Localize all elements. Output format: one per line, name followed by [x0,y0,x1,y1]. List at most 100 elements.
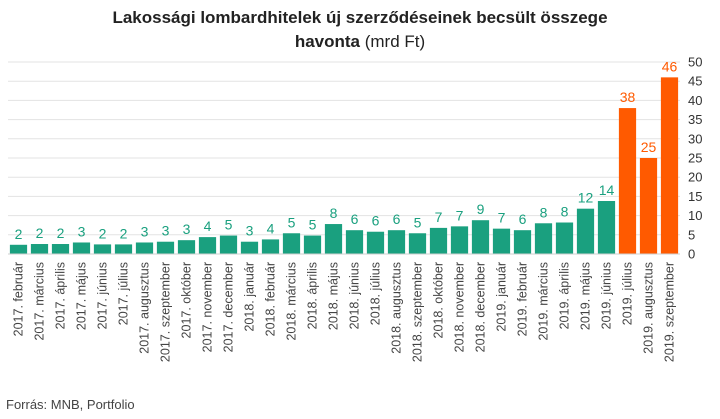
x-tick-label: 2017. december [222,262,236,352]
bar [219,235,238,254]
x-tick-label: 2019. augusztus [642,262,656,354]
x-tick-label: 2017. augusztus [138,262,152,354]
data-label: 9 [477,201,485,217]
bar [345,230,364,254]
data-label: 5 [414,214,422,230]
data-label: 5 [309,217,317,233]
data-label: 8 [561,204,569,220]
bar [156,241,175,254]
x-tick-label: 2018. április [306,262,320,329]
bar [198,237,217,254]
x-tick-label: 2017. június [96,262,110,329]
x-tick-label: 2018. június [348,262,362,329]
y-tick-label: 45 [688,74,702,89]
x-tick-label: 2018. december [474,262,488,352]
x-tick-label: 2017. február [12,262,26,336]
data-label: 38 [620,89,636,105]
bar [261,239,280,254]
y-tick-label: 25 [688,151,702,166]
data-label: 3 [246,223,254,239]
bar [51,244,70,254]
data-label: 3 [162,223,170,239]
bar [639,158,658,254]
x-tick-label: 2017. július [117,262,131,325]
bar [324,224,343,254]
x-tick-label: 2017. szeptember [159,262,173,362]
y-tick-label: 50 [688,55,702,70]
data-label: 7 [456,207,464,223]
data-label: 2 [57,225,65,241]
bar [30,244,49,254]
bar [93,244,112,254]
data-label: 25 [641,139,657,155]
data-label: 7 [498,210,506,226]
bar [471,220,490,254]
bar [597,201,616,254]
data-label: 2 [15,226,23,242]
x-tick-label: 2017. április [54,262,68,329]
x-tick-label: 2018. november [453,262,467,352]
data-label: 6 [519,211,527,227]
x-tick-label: 2017. október [180,262,194,338]
data-label: 6 [393,211,401,227]
x-tick-label: 2018. március [285,262,299,341]
y-tick-label: 40 [688,93,702,108]
x-tick-label: 2019. május [579,262,593,330]
data-label: 3 [183,221,191,237]
x-tick-label: 2018. augusztus [390,262,404,354]
bar [660,77,679,254]
bar [618,108,637,254]
y-tick-label: 20 [688,170,702,185]
data-label: 14 [599,182,615,198]
data-label: 3 [78,223,86,239]
y-tick-label: 30 [688,131,702,146]
bar [303,235,322,254]
chart-title-unit: (mrd Ft) [360,32,426,51]
bar [555,222,574,254]
bar [387,230,406,254]
data-label: 2 [120,225,128,241]
data-label: 5 [288,214,296,230]
data-label: 8 [330,205,338,221]
bar [9,244,28,254]
source-note: Forrás: MNB, Portfolio [6,397,135,412]
chart-title-line2: havonta [294,32,361,51]
x-tick-label: 2018. július [369,262,383,325]
x-tick-label: 2018. január [243,262,257,332]
bar [135,242,154,254]
x-tick-label: 2017. november [201,262,215,352]
x-tick-label: 2019. január [495,262,509,332]
bar [282,233,301,254]
y-tick-label: 0 [688,247,695,262]
data-label: 4 [204,218,212,234]
data-label: 6 [372,213,380,229]
x-tick-label: 2019. szeptember [663,262,677,362]
data-label: 6 [351,211,359,227]
data-label: 4 [267,220,275,236]
y-tick-label: 10 [688,208,702,223]
chart-title-line1: Lakossági lombardhitelek új szerződésein… [112,8,608,27]
y-tick-label: 35 [688,112,702,127]
bar [492,228,511,254]
bar [177,240,196,254]
x-tick-label: 2019. február [516,262,530,336]
x-tick-label: 2018. február [264,262,278,336]
bar [450,226,469,254]
data-label: 8 [540,204,548,220]
data-label: 7 [435,209,443,225]
x-tick-label: 2019. április [558,262,572,329]
bar [366,231,385,254]
y-tick-label: 15 [688,189,702,204]
bar [513,230,532,254]
x-tick-label: 2018. október [432,262,446,338]
x-tick-label: 2017. március [33,262,47,341]
bar [576,208,595,254]
x-tick-label: 2018. szeptember [411,262,425,362]
x-tick-label: 2017. május [75,262,89,330]
data-label: 2 [99,225,107,241]
bar [72,242,91,254]
bar [429,227,448,254]
data-label: 3 [141,223,149,239]
bar [114,244,133,254]
